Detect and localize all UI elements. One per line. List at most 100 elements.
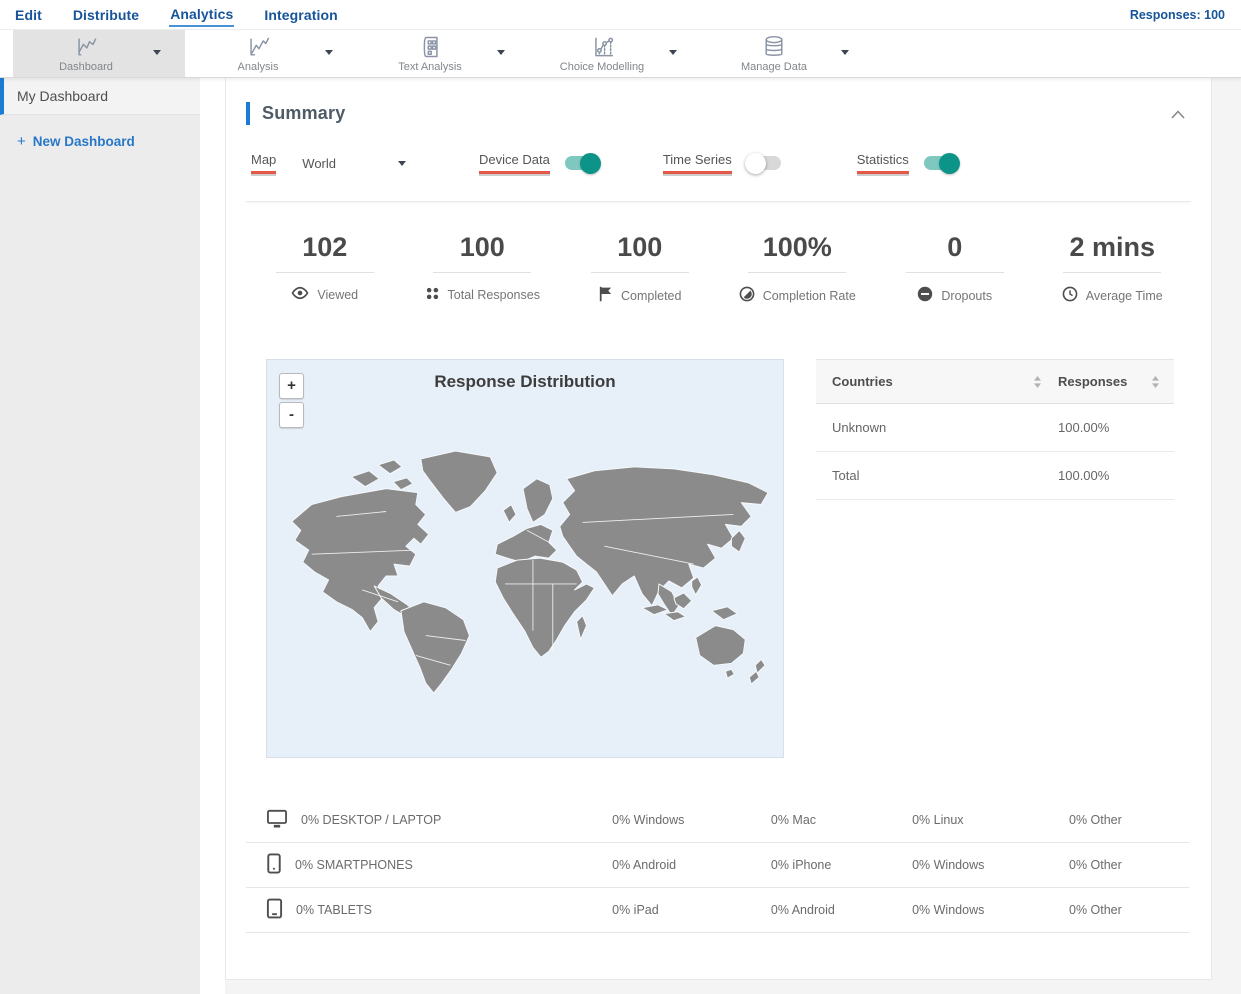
sort-icon[interactable]	[1033, 375, 1042, 389]
device-stat-cell: 0% Other	[1069, 813, 1122, 827]
divider	[433, 272, 532, 273]
chevron-down-icon	[153, 50, 161, 55]
stat-value: 102	[302, 232, 348, 262]
section-title: Summary	[262, 103, 346, 123]
dashboard-sidebar: My Dashboard + New Dashboard	[0, 78, 200, 994]
stat-viewed: 102 Viewed	[246, 232, 404, 307]
device-stat-cell: 0% Mac	[770, 813, 817, 827]
device-data-toggle[interactable]	[564, 152, 601, 174]
time-series-label: Time Series	[662, 152, 732, 174]
stat-average-time: 2 mins Average Time	[1034, 232, 1192, 307]
country-cell: Unknown	[832, 420, 887, 435]
nav-item-integration[interactable]: Integration	[264, 7, 338, 23]
responses-cell: 100.00%	[1058, 468, 1110, 483]
plus-icon: +	[17, 133, 26, 150]
device-stat-cell: 0% Linux	[912, 813, 964, 827]
toggle-knob	[938, 152, 960, 174]
dots-icon	[425, 286, 440, 304]
toolbar-manage-data[interactable]: Manage Data	[701, 30, 873, 77]
chevron-down-icon[interactable]	[398, 160, 407, 166]
device-stat-cell: 0% Android	[770, 903, 835, 917]
toolbar-dashboard[interactable]: Dashboard	[13, 30, 185, 77]
device-stat-cell: 0% iPad	[612, 903, 659, 917]
nav-item-analytics[interactable]: Analytics	[169, 2, 235, 27]
sort-icon[interactable]	[1151, 375, 1160, 389]
toolbar-analysis[interactable]: Analysis	[185, 30, 357, 77]
device-data-label: Device Data	[479, 152, 550, 174]
summary-header: Summary	[226, 78, 1211, 125]
table-row-smartphones: 0% SMARTPHONES 0% Android 0% iPhone 0% W…	[246, 843, 1189, 888]
chevron-down-icon	[497, 50, 505, 55]
divider	[275, 272, 374, 273]
top-nav: Edit Distribute Analytics Integration Re…	[0, 0, 1241, 30]
stat-label: Completion Rate	[762, 288, 856, 303]
table-row: Unknown 100.00%	[816, 404, 1174, 452]
text-analysis-icon	[416, 34, 444, 60]
table-row-desktop: 0% DESKTOP / LAPTOP 0% Windows 0% Mac 0%…	[246, 798, 1189, 843]
toolbar-label: Choice Modelling	[559, 61, 645, 73]
responses-cell: 100.00%	[1058, 420, 1110, 435]
time-series-toggle[interactable]	[744, 152, 781, 174]
section-accent-bar	[246, 102, 250, 125]
toggle-knob	[579, 152, 601, 174]
responses-column-header[interactable]: Responses	[1058, 374, 1128, 389]
stat-completion-rate: 100% Completion Rate	[719, 232, 877, 307]
chevron-down-icon	[325, 50, 333, 55]
stat-value: 100	[617, 232, 663, 262]
map-region-select[interactable]: World	[302, 155, 337, 171]
stat-value: 0	[947, 232, 963, 262]
stat-value: 100	[459, 232, 505, 262]
database-icon	[760, 34, 788, 60]
map-section: Response Distribution + -	[266, 359, 1174, 758]
sidebar-item-my-dashboard[interactable]: My Dashboard	[0, 78, 200, 115]
nav-item-edit[interactable]: Edit	[15, 7, 42, 23]
desktop-icon	[266, 809, 288, 831]
dashboard-chart-icon	[72, 34, 100, 60]
map-zoom-in-button[interactable]: +	[279, 373, 304, 399]
stat-label: Completed	[621, 288, 682, 303]
divider	[905, 272, 1004, 273]
stat-value: 2 mins	[1069, 232, 1156, 262]
response-distribution-map: Response Distribution + -	[266, 359, 784, 758]
toggle-knob	[744, 152, 766, 174]
new-dashboard-button[interactable]: + New Dashboard	[17, 133, 200, 150]
divider	[748, 272, 847, 273]
stat-value: 100%	[762, 232, 832, 262]
statistics-label: Statistics	[856, 152, 909, 174]
stat-label: Total Responses	[447, 288, 540, 302]
summary-stats: 102 Viewed 100 Total Responses 100	[226, 202, 1211, 313]
countries-table: Countries Responses Unknown 100.00% Tota…	[816, 359, 1174, 758]
collapse-section-button[interactable]	[1167, 107, 1189, 121]
device-stat-cell: 0% Windows	[912, 903, 985, 917]
device-data-table: 0% DESKTOP / LAPTOP 0% Windows 0% Mac 0%…	[246, 798, 1189, 933]
map-zoom-out-button[interactable]: -	[279, 402, 304, 428]
summary-panel: Summary Map World Device Data Time Serie…	[225, 78, 1212, 980]
tablet-icon	[266, 898, 283, 922]
analytics-toolbar: Dashboard Analysis	[0, 30, 1241, 78]
divider	[1063, 272, 1162, 273]
summary-controls: Map World Device Data Time Series Statis…	[246, 152, 1191, 202]
countries-column-header[interactable]: Countries	[832, 374, 893, 389]
device-category-cell: 0% TABLETS	[296, 903, 372, 917]
device-stat-cell: 0% Windows	[912, 858, 985, 872]
analysis-chart-icon	[244, 34, 272, 60]
clock-icon	[1062, 286, 1078, 305]
stat-label: Dropouts	[941, 288, 993, 303]
stat-completed: 100 Completed	[561, 232, 719, 307]
toolbar-label: Manage Data	[740, 61, 808, 73]
chevron-down-icon	[841, 50, 849, 55]
statistics-toggle[interactable]	[923, 152, 960, 174]
countries-table-header: Countries Responses	[816, 359, 1174, 404]
world-map[interactable]	[267, 406, 783, 746]
device-stat-cell: 0% iPhone	[770, 858, 832, 872]
toolbar-text-analysis[interactable]: Text Analysis	[357, 30, 529, 77]
choice-modelling-icon	[588, 34, 616, 60]
device-category-cell: 0% SMARTPHONES	[295, 858, 413, 872]
nav-item-distribute[interactable]: Distribute	[72, 7, 140, 23]
country-cell: Total	[832, 468, 860, 483]
stat-label: Viewed	[317, 287, 359, 302]
toolbar-choice-modelling[interactable]: Choice Modelling	[529, 30, 701, 77]
device-stat-cell: 0% Android	[612, 858, 677, 872]
map-title: Response Distribution	[434, 372, 616, 391]
responses-count-badge[interactable]: Responses: 100	[1129, 7, 1225, 22]
